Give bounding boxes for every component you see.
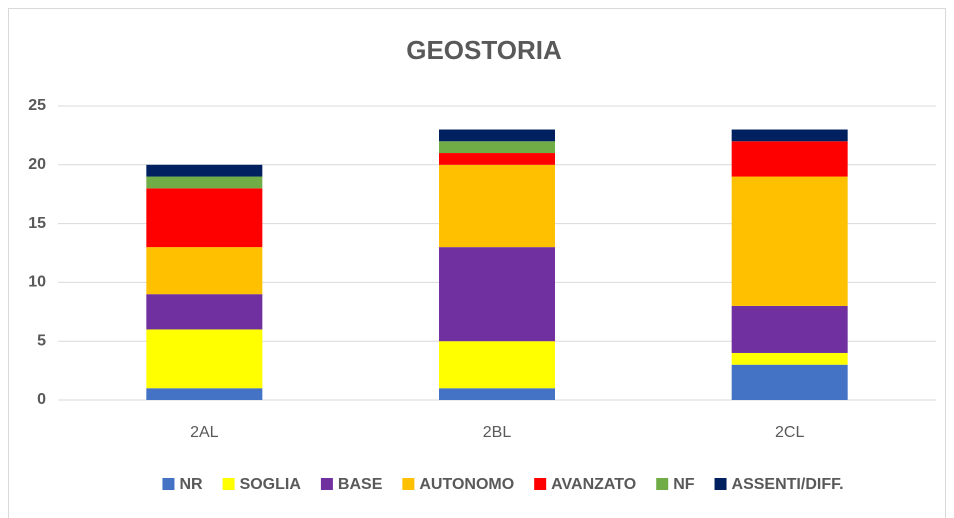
legend-swatch [222, 478, 235, 490]
x-tick-label: 2BL [483, 424, 512, 441]
y-tick-label: 20 [28, 156, 46, 173]
legend-swatch [162, 478, 175, 490]
legend-swatch [534, 478, 547, 490]
bar-segment [731, 352, 848, 365]
y-tick-label: 15 [28, 215, 46, 232]
bar-segment [731, 176, 848, 306]
bar-segment [146, 164, 263, 177]
bar-segment [146, 329, 263, 389]
bar-segment [146, 294, 263, 330]
bar-segment [146, 188, 263, 248]
legend-label: BASE [338, 476, 383, 493]
bar-segment [146, 388, 263, 400]
bar-segment [731, 305, 848, 353]
legend-label: NF [673, 476, 695, 493]
bar-segment [731, 141, 848, 177]
legend-label: SOGLIA [240, 476, 302, 493]
bar-segment [439, 388, 555, 400]
bar-segment [439, 341, 555, 389]
legend-label: AUTONOMO [419, 476, 514, 493]
x-tick-label: 2AL [190, 424, 219, 441]
bar-segment [439, 141, 555, 154]
legend-swatch [656, 478, 669, 490]
legend-swatch [402, 478, 415, 490]
bar-segment [439, 129, 555, 142]
bar-segment [731, 364, 848, 400]
y-tick-label: 25 [28, 97, 46, 114]
legend-label: ASSENTI/DIFF. [732, 476, 844, 493]
chart-title: GEOSTORIA [406, 35, 562, 65]
y-tick-label: 5 [37, 332, 46, 349]
legend-swatch [320, 478, 333, 490]
bar-segment [439, 164, 555, 248]
legend-label: AVANZATO [551, 476, 636, 493]
bar-segment [439, 153, 555, 165]
y-tick-label: 10 [28, 274, 46, 291]
bar-segment [146, 176, 263, 189]
legend-swatch [714, 478, 727, 490]
y-tick-label: 0 [37, 391, 46, 408]
x-tick-label: 2CL [775, 424, 804, 441]
bar-segment [439, 247, 555, 342]
legend-label: NR [179, 476, 203, 493]
bar-segment [146, 247, 263, 295]
bar-segment [731, 129, 848, 142]
